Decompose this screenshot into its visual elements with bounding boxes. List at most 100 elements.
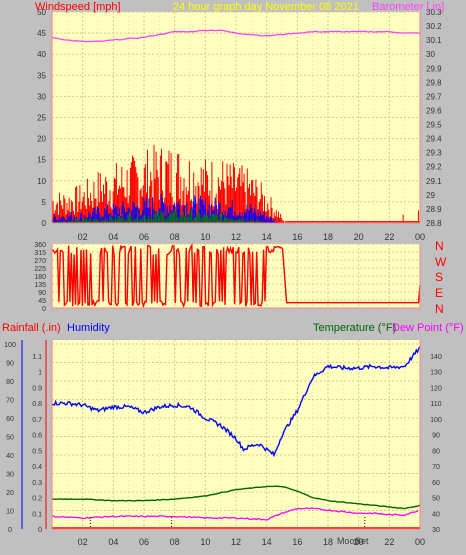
wind-axis-tick-label: 50: [37, 8, 46, 17]
barometer-axis-tick-label: 29.5: [426, 121, 442, 130]
direction-axis-tick-label: 315: [34, 250, 46, 257]
humidity-axis-tick-label: 60: [6, 416, 14, 423]
humidity-axis-tick-label: 50: [6, 435, 14, 442]
x-tick-label-bottom: 20: [354, 537, 364, 547]
humidity-axis-tick-label: 10: [6, 509, 14, 516]
barometer-axis-tick-label: 28.9: [426, 205, 442, 214]
humidity-series: [51, 346, 421, 458]
direction-axis-tick-label: 225: [34, 266, 46, 273]
wind-axis-tick-label: 35: [37, 71, 46, 80]
rain-axis-tick-label: 0.2: [32, 496, 42, 503]
wind-axis-tick-label: 45: [37, 29, 46, 38]
x-tick-label-top: 18: [323, 232, 333, 242]
wind-axis-tick-label: 25: [37, 114, 46, 123]
temperature-axis-tick-label: 40: [432, 511, 440, 518]
x-tick-label-bottom: 12: [231, 537, 241, 547]
moon-set-label: Set: [355, 536, 369, 546]
barometer-axis-tick-label: 28.8: [426, 219, 442, 228]
temperature-axis-tick-label: 50: [432, 496, 440, 503]
humidity-axis-tick-label: 20: [6, 490, 14, 497]
x-tick-label-top: 00: [415, 232, 425, 242]
barometer-axis-tick-label: 29.8: [426, 78, 442, 87]
barometer-axis-tick-label: 29.1: [426, 177, 442, 186]
rainfall-axis-title: Rainfall (.in): [2, 322, 61, 334]
barometer-axis-tick-label: 30: [426, 50, 435, 59]
wind-direction-series: [51, 242, 421, 309]
barometer-axis-tick-label: 29.6: [426, 106, 442, 115]
temperature-axis-tick-label: 120: [430, 385, 442, 392]
dewpoint-series: [51, 507, 419, 521]
wind-axis-tick-label: 40: [37, 50, 46, 59]
temperature-series: [51, 485, 421, 510]
x-tick-label-top: 20: [354, 232, 364, 242]
x-tick-label-bottom: 04: [108, 537, 118, 547]
compass-e: E: [435, 286, 443, 300]
temperature-axis-title: Temperature (°F): [313, 322, 396, 334]
x-tick-label-top: 02: [78, 232, 88, 242]
barometer-axis-tick-label: 30.3: [426, 8, 442, 17]
x-tick-label-top: 14: [262, 232, 272, 242]
x-tick-label-bottom: 10: [200, 537, 210, 547]
x-tick-label-bottom: 22: [384, 537, 394, 547]
x-tick-label-bottom: 18: [323, 537, 333, 547]
humidity-axis-tick-label: 100: [4, 342, 16, 349]
x-tick-label-top: 16: [292, 232, 302, 242]
x-tick-label-bottom: 06: [139, 537, 149, 547]
compass-w: W: [435, 255, 447, 269]
temperature-axis-tick-label: 60: [432, 480, 440, 487]
x-tick-label-top: 12: [231, 232, 241, 242]
temperature-axis-tick-label: 30: [432, 527, 440, 534]
barometer-axis-tick-label: 29.4: [426, 135, 442, 144]
rain-axis-tick-label: 1: [38, 370, 42, 377]
rain-axis-tick-label: 0.7: [32, 417, 42, 424]
wind-axis-tick-label: 10: [37, 177, 46, 186]
temperature-axis-tick-label: 110: [430, 401, 441, 408]
x-tick-label-top: 10: [200, 232, 210, 242]
rain-axis-tick-label: 0.9: [32, 385, 42, 392]
humidity-axis-tick-label: 90: [6, 361, 14, 368]
barometer-axis-tick-label: 29.7: [426, 92, 442, 101]
windspeed-axis-title: Windspeed [mph]: [35, 1, 121, 13]
wind-axis-tick-label: 30: [37, 92, 46, 101]
direction-axis-tick-label: 135: [34, 282, 46, 289]
barometer-axis-tick-label: 30.2: [426, 22, 442, 31]
moon-label: Moon: [337, 536, 360, 546]
x-tick-label-top: 22: [384, 232, 394, 242]
rain-axis-tick-label: 0.4: [32, 464, 42, 471]
wind-axis-tick-label: 0: [42, 219, 47, 228]
x-tick-label-bottom: 08: [170, 537, 180, 547]
rain-axis-tick-label: 0.1: [32, 511, 42, 518]
humidity-axis-title: Humidity: [67, 322, 110, 334]
wind-axis-tick-label: 5: [42, 198, 47, 207]
temperature-axis-tick-label: 70: [432, 464, 440, 471]
temperature-axis-tick-label: 100: [430, 417, 442, 424]
x-tick-label-bottom: 16: [292, 537, 302, 547]
direction-axis-tick-label: 180: [34, 274, 46, 281]
barometer-axis-tick-label: 29: [426, 191, 435, 200]
direction-axis-tick-label: 45: [38, 298, 46, 305]
direction-axis-tick-label: 360: [34, 242, 46, 249]
x-tick-label-top: 04: [108, 232, 118, 242]
wind-axis-tick-label: 20: [37, 135, 46, 144]
dewpoint-axis-title: Dew Point (°F): [392, 322, 464, 334]
x-tick-label-bottom: 14: [262, 537, 272, 547]
temperature-axis-tick-label: 130: [430, 370, 442, 377]
barometer-axis-tick-label: 29.2: [426, 163, 442, 172]
wind-axis-tick-label: 15: [37, 156, 46, 165]
x-tick-label-bottom: 02: [78, 537, 88, 547]
barometer-axis-tick-label: 29.9: [426, 64, 442, 73]
temperature-axis-tick-label: 80: [432, 448, 440, 455]
rain-axis-tick-label: 0.3: [32, 480, 42, 487]
rain-axis-tick-label: 0.8: [32, 401, 42, 408]
humidity-axis-tick-label: 0: [8, 527, 12, 534]
rain-axis-tick-label: 0.5: [32, 448, 42, 455]
rain-axis-tick-label: 0.6: [32, 433, 42, 440]
temperature-axis-tick-label: 140: [430, 354, 442, 361]
humidity-axis-tick-label: 30: [6, 472, 14, 479]
rain-axis-tick-label: 1.1: [32, 354, 42, 361]
x-tick-label-top: 08: [170, 232, 180, 242]
x-tick-label-bottom: 00: [415, 537, 425, 547]
direction-axis-tick-label: 0: [42, 306, 46, 313]
temperature-axis-tick-label: 90: [432, 433, 440, 440]
direction-axis-tick-label: 90: [38, 290, 46, 297]
